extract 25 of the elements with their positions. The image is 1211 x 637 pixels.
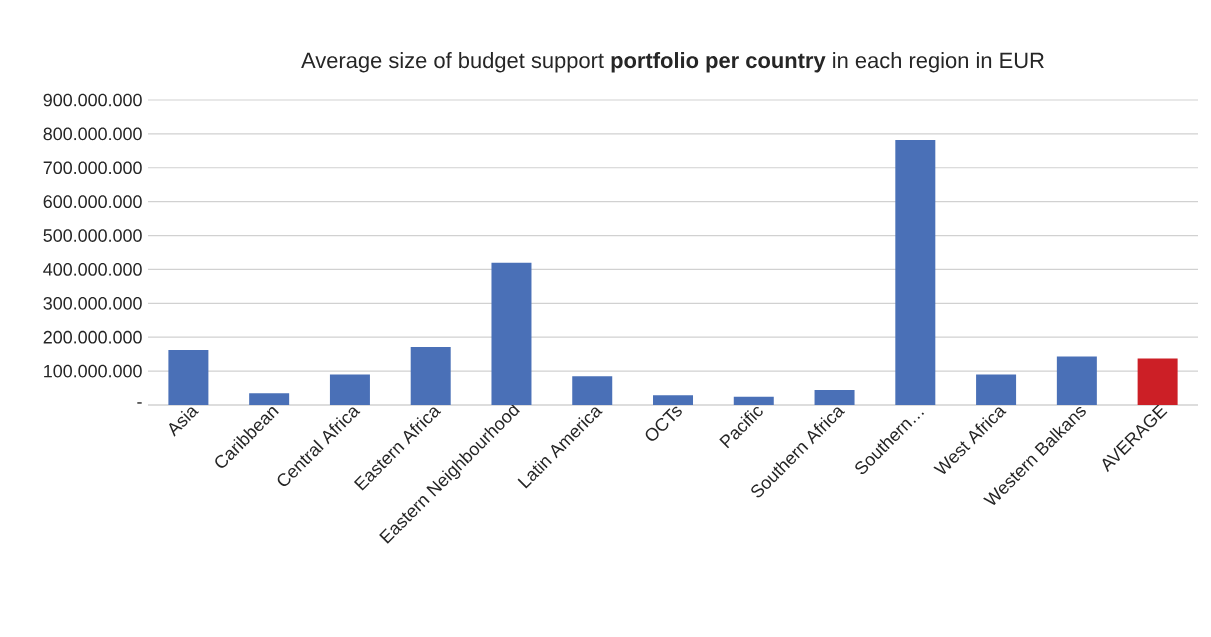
y-tick-label: 300.000.000 <box>43 296 142 310</box>
bar <box>249 393 290 405</box>
chart-title: Average size of budget support portfolio per country in each region in EUR <box>301 52 1044 73</box>
bar <box>976 374 1017 405</box>
x-tick-label: Asia <box>169 407 199 437</box>
bar <box>814 390 855 405</box>
y-tick-label: 900.000.000 <box>43 93 142 107</box>
y-tick-label: 500.000.000 <box>43 229 142 242</box>
y-tick-label: 600.000.000 <box>43 195 142 208</box>
y-tick-label: 700.000.000 <box>43 161 142 175</box>
bar <box>491 262 532 405</box>
bar <box>733 396 774 405</box>
bar <box>1056 356 1097 405</box>
bar <box>410 347 451 405</box>
bar <box>653 395 694 405</box>
y-tick-label: 200.000.000 <box>43 330 142 344</box>
bar <box>1137 358 1178 405</box>
bar <box>329 374 370 405</box>
bar <box>168 350 209 405</box>
y-tick-label: 400.000.000 <box>43 263 142 276</box>
y-tick-label: - <box>137 402 142 404</box>
bar <box>572 376 613 405</box>
bar <box>895 139 936 405</box>
y-tick-label: 100.000.000 <box>44 364 142 378</box>
y-tick-label: 800.000.000 <box>43 127 142 141</box>
